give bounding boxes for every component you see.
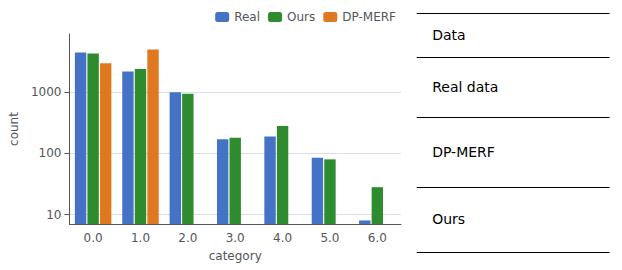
svg-text:category: category bbox=[209, 249, 262, 263]
svg-text:DP-MERF: DP-MERF bbox=[342, 10, 396, 24]
svg-text:Data: Data bbox=[432, 27, 465, 43]
svg-text:Ours: Ours bbox=[432, 211, 465, 227]
svg-text:1000: 1000 bbox=[31, 85, 62, 99]
svg-text:6.0: 6.0 bbox=[368, 231, 387, 245]
svg-text:1.0: 1.0 bbox=[131, 231, 150, 245]
svg-text:Real: Real bbox=[234, 10, 260, 24]
svg-text:4.0: 4.0 bbox=[273, 231, 292, 245]
svg-text:DP-MERF: DP-MERF bbox=[432, 144, 495, 160]
svg-text:Real data: Real data bbox=[432, 79, 498, 95]
svg-text:5.0: 5.0 bbox=[320, 231, 339, 245]
svg-text:10: 10 bbox=[46, 208, 61, 222]
svg-text:3.0: 3.0 bbox=[226, 231, 245, 245]
svg-text:Ours: Ours bbox=[287, 10, 315, 24]
svg-text:count: count bbox=[7, 112, 21, 146]
svg-text:2.0: 2.0 bbox=[178, 231, 197, 245]
svg-text:0.0: 0.0 bbox=[84, 231, 103, 245]
svg-text:100: 100 bbox=[39, 146, 62, 160]
